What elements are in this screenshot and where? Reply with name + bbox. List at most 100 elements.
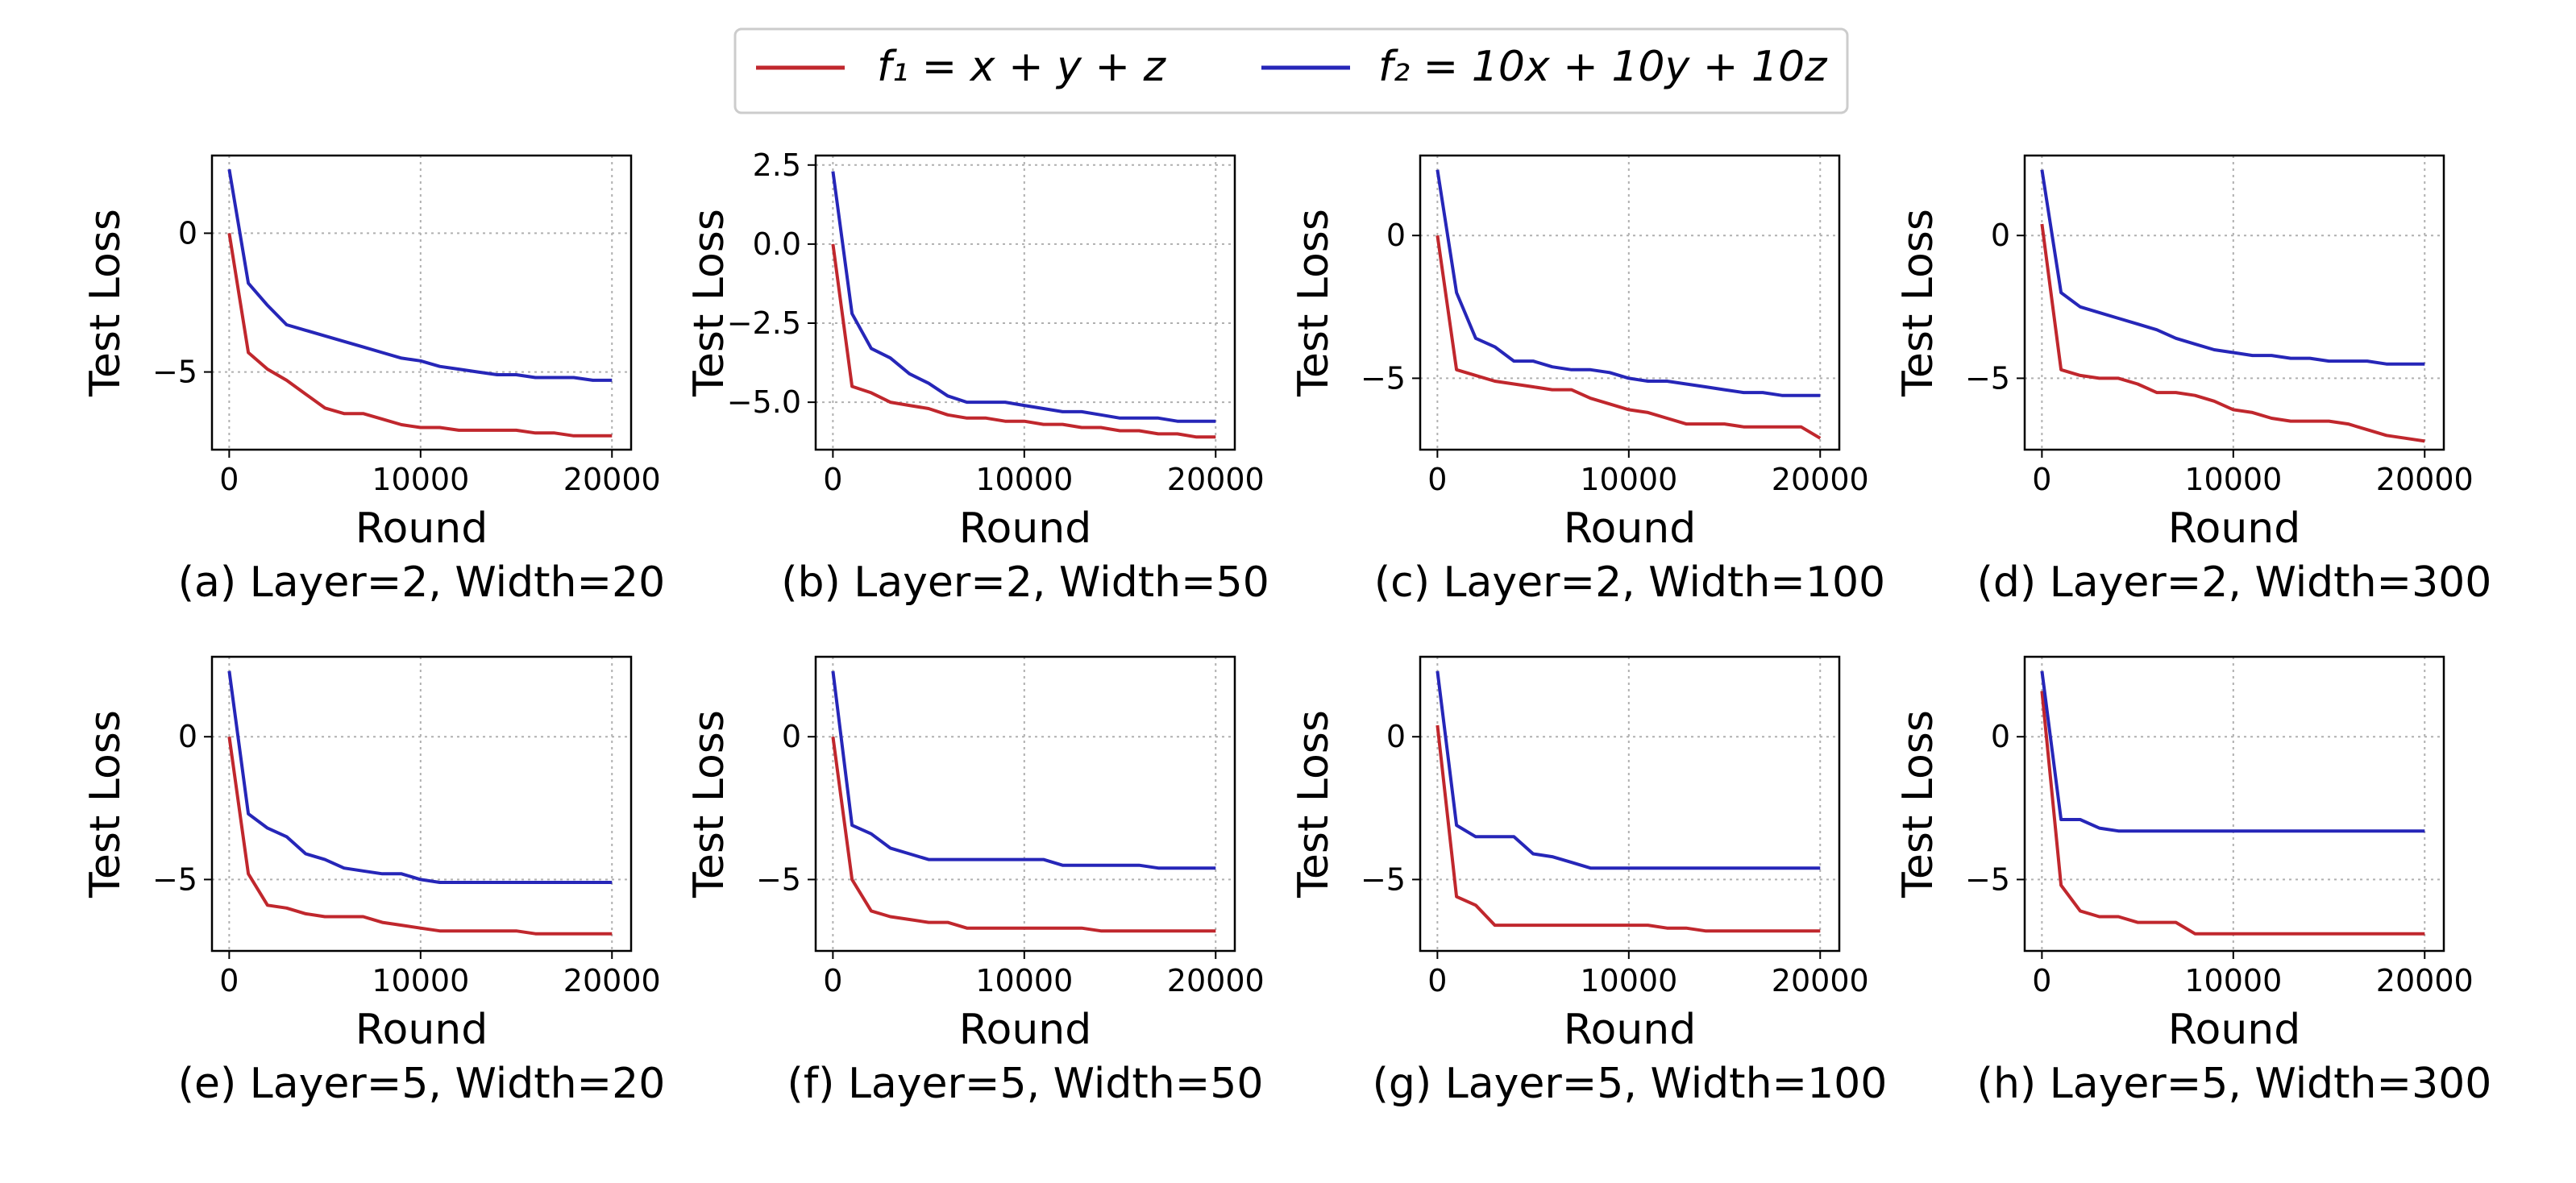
x-tick-label: 20000 <box>2376 462 2474 497</box>
series-line-f2 <box>2040 169 2425 366</box>
subplot-d: 0 10000 20000 0 −5 Round Test Loss (d) Layer=2,… <box>1894 154 2492 607</box>
subplot-caption: (d) Layer=2, Width=300 <box>1977 558 2492 607</box>
subplot-caption: (h) Layer=5, Width=300 <box>1977 1060 2492 1108</box>
subplot-h: 0 10000 20000 0 −5 Round Test Loss (h) Layer=5,… <box>1894 655 2492 1108</box>
y-tick-label: 0.0 <box>753 226 801 262</box>
subplot-caption: (b) Layer=2, Width=50 <box>781 558 1269 607</box>
x-tick-label: 0 <box>823 462 842 497</box>
x-tick-label: 20000 <box>1772 963 1869 998</box>
series-line-f1 <box>2040 691 2425 936</box>
x-tick-label: 0 <box>2032 462 2051 497</box>
y-axis-label: Test Loss <box>1894 710 1942 899</box>
y-tick-label: 0 <box>178 719 197 754</box>
x-tick-label: 10000 <box>1580 462 1677 497</box>
y-tick-label: −5 <box>1361 861 1406 897</box>
x-tick-label: 0 <box>219 963 239 998</box>
y-axis-label: Test Loss <box>81 209 130 397</box>
axes-frame <box>210 154 633 451</box>
x-tick-label: 20000 <box>563 963 661 998</box>
y-tick-label: −5 <box>1965 861 2010 897</box>
y-tick-label: −5 <box>152 861 197 897</box>
y-tick-label: −2.5 <box>727 305 801 341</box>
y-tick-label: −5.0 <box>727 384 801 420</box>
legend-frame <box>733 27 1849 114</box>
axes-frame <box>814 655 1236 953</box>
x-axis-label: Round <box>959 504 1092 553</box>
x-tick-label: 0 <box>1427 963 1447 998</box>
series-line-f1 <box>227 233 613 438</box>
x-tick-label: 20000 <box>1167 963 1265 998</box>
y-axis-label: Test Loss <box>685 209 733 397</box>
series-line-f1 <box>1435 724 1821 933</box>
x-axis-label: Round <box>2168 1006 2301 1054</box>
series-line-f1 <box>1435 235 1822 440</box>
x-tick-label: 10000 <box>372 963 469 998</box>
y-tick-label: 0 <box>178 215 197 251</box>
x-tick-label: 10000 <box>975 963 1073 998</box>
x-axis-label: Round <box>2168 504 2301 553</box>
series-line-f2 <box>227 670 613 884</box>
x-tick-label: 10000 <box>975 462 1073 497</box>
series-line-f2 <box>831 670 1216 870</box>
y-tick-label: −5 <box>1361 360 1406 396</box>
axes-frame <box>1419 154 1841 451</box>
y-tick-label: −5 <box>152 355 197 390</box>
subplot-b: 0 10000 20000 2.5 0.0 −2.5 −5.0 Round Test Loss (… <box>685 147 1269 607</box>
series-line-f1 <box>831 243 1216 439</box>
x-tick-label: 0 <box>2032 963 2051 998</box>
y-tick-label: 0 <box>1386 218 1406 253</box>
x-tick-label: 10000 <box>372 462 469 497</box>
axes-frame <box>2023 154 2445 451</box>
subplot-grid: 0 10000 20000 0 −5 Round Test Loss (a) Layer=2,… <box>81 147 2491 1108</box>
axes-frame <box>210 655 633 953</box>
subplot-caption: (a) Layer=2, Width=20 <box>178 558 665 607</box>
y-axis-label: Test Loss <box>1290 209 1338 397</box>
y-tick-label: −5 <box>756 861 801 897</box>
subplot-caption: (c) Layer=2, Width=100 <box>1374 558 1885 607</box>
legend-label-f1: f₁ = x + y + z <box>877 43 1167 91</box>
legend-label-f2: f₂ = 10x + 10y + 10z <box>1378 43 1828 91</box>
y-axis-label: Test Loss <box>1894 209 1942 397</box>
x-tick-label: 0 <box>219 462 239 497</box>
x-tick-label: 20000 <box>1772 462 1869 497</box>
subplot-c: 0 10000 20000 0 −5 Round Test Loss (c) Layer=2,… <box>1290 154 1885 607</box>
x-axis-label: Round <box>1564 1006 1697 1054</box>
legend: f₁ = x + y + z f₂ = 10x + 10y + 10z <box>733 27 1849 114</box>
subplot-f: 0 10000 20000 0 −5 Round Test Loss (f) Layer=5,… <box>685 655 1265 1108</box>
series-line-f1 <box>2040 223 2425 443</box>
series-line-f2 <box>227 168 613 382</box>
x-axis-label: Round <box>355 504 488 553</box>
y-tick-label: 0 <box>782 719 801 754</box>
x-tick-label: 20000 <box>2376 963 2474 998</box>
y-tick-label: 2.5 <box>753 147 801 183</box>
subplot-e: 0 10000 20000 0 −5 Round Test Loss (e) Layer=5,… <box>81 655 666 1108</box>
subplot-a: 0 10000 20000 0 −5 Round Test Loss (a) Layer=2,… <box>81 154 665 607</box>
x-axis-label: Round <box>1564 504 1697 553</box>
y-axis-label: Test Loss <box>81 710 130 899</box>
y-tick-label: 0 <box>1991 218 2010 253</box>
series-line-f1 <box>831 736 1216 933</box>
x-axis-label: Round <box>355 1006 488 1054</box>
x-tick-label: 0 <box>823 963 842 998</box>
subplot-caption: (g) Layer=5, Width=100 <box>1373 1060 1888 1108</box>
x-tick-label: 20000 <box>1167 462 1265 497</box>
series-line-f2 <box>831 171 1216 423</box>
y-tick-label: 0 <box>1991 719 2010 754</box>
subplot-caption: (f) Layer=5, Width=50 <box>787 1060 1264 1108</box>
y-tick-label: 0 <box>1386 719 1406 754</box>
series-line-f2 <box>1435 169 1821 397</box>
y-tick-label: −5 <box>1965 360 2010 396</box>
series-line-f2 <box>2040 670 2425 833</box>
x-tick-label: 10000 <box>2184 963 2282 998</box>
x-axis-label: Round <box>959 1006 1092 1054</box>
x-tick-label: 20000 <box>563 462 661 497</box>
x-tick-label: 10000 <box>1580 963 1677 998</box>
y-axis-label: Test Loss <box>1290 710 1338 899</box>
y-axis-label: Test Loss <box>685 710 733 899</box>
axes-frame <box>814 154 1236 451</box>
subplot-caption: (e) Layer=5, Width=20 <box>178 1060 666 1108</box>
series-line-f2 <box>1435 670 1821 870</box>
x-tick-label: 10000 <box>2184 462 2282 497</box>
